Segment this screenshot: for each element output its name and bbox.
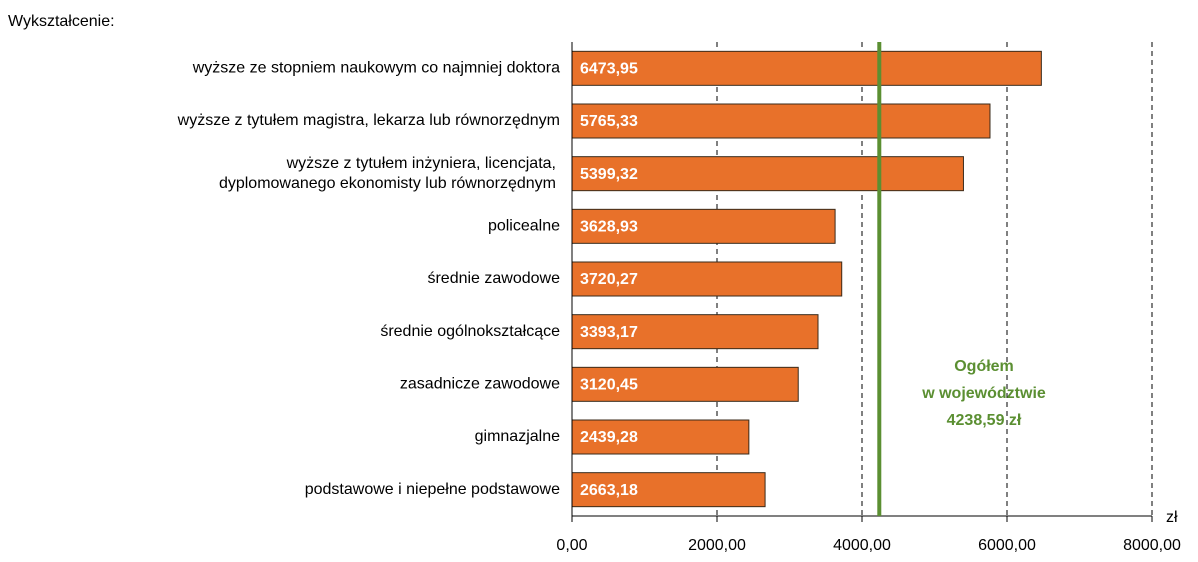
reference-label: w województwie [921,385,1046,402]
y-tick-label: wyższe z tytułem inżyniera, licencjata, [286,155,556,172]
x-tick-label: 0,00 [556,537,587,554]
value-label: 3393,17 [580,324,638,341]
x-tick-label: 6000,00 [978,537,1036,554]
value-label: 2439,28 [580,429,638,446]
reference-label: 4238,59 zł [947,412,1022,429]
value-label: 3720,27 [580,271,638,288]
x-axis-unit: zł [1166,509,1178,526]
value-label: 5765,33 [580,113,638,130]
y-tick-label: dyplomowanego ekonomisty lub równorzędny… [219,175,556,192]
chart-title: Wykształcenie: [8,13,115,30]
value-label: 3120,45 [580,377,638,394]
bar [571,208,836,244]
y-tick-label: zasadnicze zawodowe [400,376,560,393]
bar [571,366,799,402]
y-tick-label: gimnazjalne [475,428,560,445]
x-tick-label: 2000,00 [688,537,746,554]
y-tick-label: podstawowe i niepełne podstawowe [305,481,560,498]
y-tick-label: wyższe ze stopniem naukowym co najmniej … [192,60,560,77]
y-tick-label: średnie ogólnokształcące [380,323,560,340]
bar [571,103,991,139]
bar [571,314,819,350]
bar [571,50,1042,86]
y-tick-label: policealne [488,218,560,235]
value-label: 6473,95 [580,61,638,78]
value-label: 2663,18 [580,482,638,499]
value-label: 3628,93 [580,219,638,236]
y-tick-label: średnie zawodowe [427,270,560,287]
value-label: 5399,32 [580,166,638,183]
bar [571,261,843,297]
bar [571,156,964,192]
reference-label: Ogółem [954,358,1014,375]
x-tick-label: 4000,00 [833,537,891,554]
y-tick-label: wyższe z tytułem magistra, lekarza lub r… [177,112,560,129]
x-tick-label: 8000,00 [1123,537,1181,554]
